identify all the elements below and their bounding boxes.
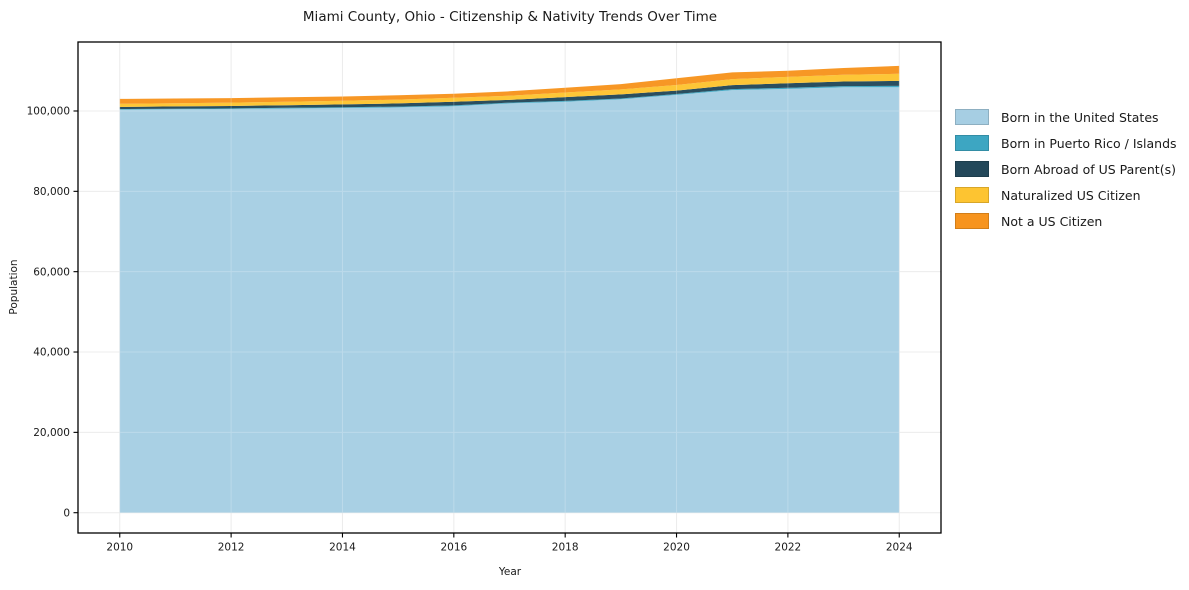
legend-item-born-abroad: Born Abroad of US Parent(s): [955, 156, 1177, 182]
legend-label: Not a US Citizen: [1001, 213, 1103, 229]
area-not-citizen: [119, 65, 900, 104]
plot-border: [77, 41, 942, 534]
tick-labels: 2010 2012 2014 2016 2018 2020 2022 2024 0 20,000 4…: [27, 106, 913, 554]
legend-item-not-citizen: Not a US Citizen: [955, 208, 1177, 234]
x-tick-label: 2010: [106, 542, 133, 554]
x-tick-label: 2012: [218, 542, 245, 554]
area-born-abroad: [119, 80, 900, 109]
legend-swatch-born-us: [955, 109, 989, 125]
y-tick-label: 40,000: [33, 347, 70, 359]
x-tick-label: 2020: [663, 542, 690, 554]
x-tick-label: 2016: [440, 542, 467, 554]
y-axis-label: Population: [8, 259, 20, 315]
legend-swatch-pr-islands: [955, 135, 989, 151]
legend-swatch-born-abroad: [955, 161, 989, 177]
legend-swatch-not-citizen: [955, 213, 989, 229]
x-axis-label: Year: [498, 566, 522, 578]
tick-marks: [73, 110, 900, 538]
legend-label: Born in the United States: [1001, 109, 1159, 125]
legend-item-born-us: Born in the United States: [955, 104, 1177, 130]
y-tick-label: 60,000: [33, 266, 70, 278]
grid-lines-overlay: [78, 42, 941, 533]
y-tick-label: 0: [63, 507, 70, 519]
legend-item-naturalized: Naturalized US Citizen: [955, 182, 1177, 208]
x-tick-label: 2024: [886, 542, 913, 554]
y-tick-label: 80,000: [33, 186, 70, 198]
legend-label: Born in Puerto Rico / Islands: [1001, 135, 1177, 151]
legend-label: Born Abroad of US Parent(s): [1001, 161, 1176, 177]
area-naturalized: [119, 73, 900, 107]
area-born-us: [119, 87, 900, 513]
area-pr-islands: [119, 85, 900, 110]
chart-title: Miami County, Ohio - Citizenship & Nativ…: [302, 9, 718, 25]
x-tick-label: 2014: [329, 542, 356, 554]
x-tick-label: 2018: [552, 542, 579, 554]
legend: Born in the United States Born in Puerto…: [955, 104, 1177, 234]
x-tick-label: 2022: [775, 542, 802, 554]
legend-item-pr-islands: Born in Puerto Rico / Islands: [955, 130, 1177, 156]
y-tick-label: 20,000: [33, 427, 70, 439]
y-tick-label: 100,000: [27, 106, 70, 118]
legend-swatch-naturalized: [955, 187, 989, 203]
legend-label: Naturalized US Citizen: [1001, 187, 1141, 203]
